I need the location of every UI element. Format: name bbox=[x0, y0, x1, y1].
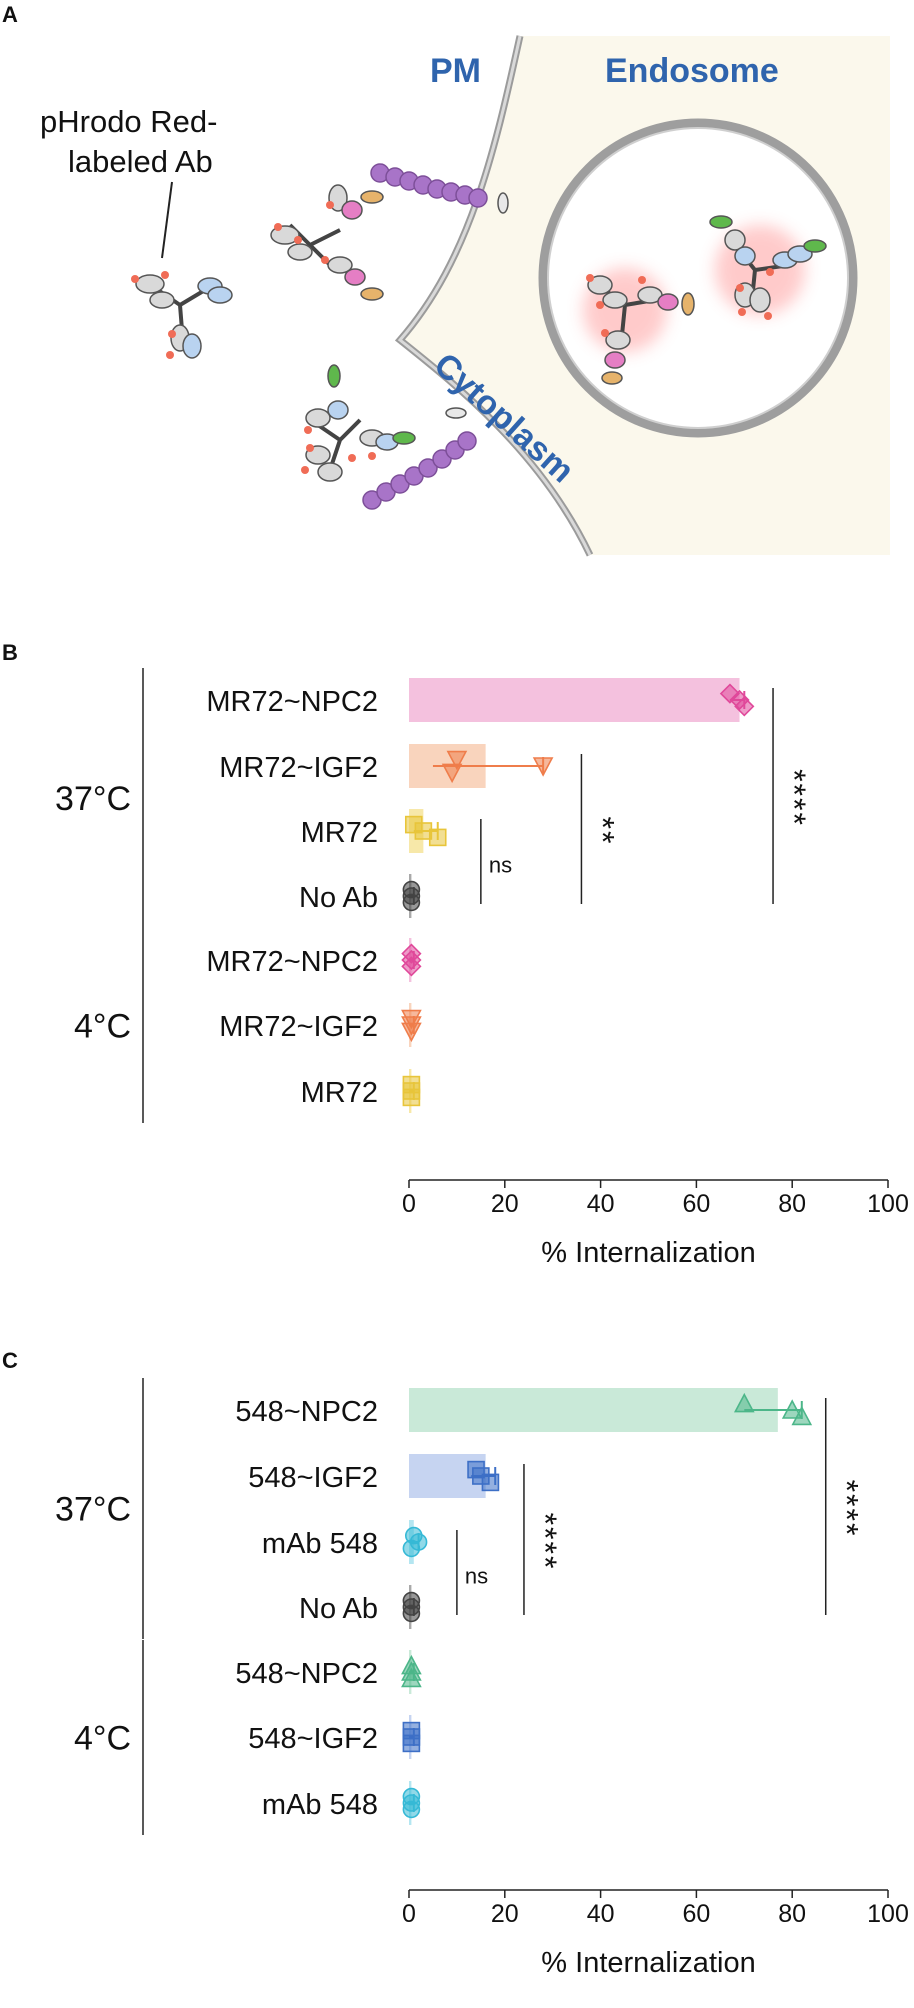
point-chartC-0-0-1 bbox=[781, 1399, 803, 1419]
ab-label-line1: pHrodo Red- bbox=[40, 104, 217, 139]
sig-label-chartC-2: **** bbox=[829, 1480, 865, 1538]
row-label-chartB-1-2: MR72 bbox=[301, 1077, 378, 1109]
group-label-chartC-0: 37°C bbox=[55, 1491, 131, 1529]
point-chartB-0-3-2 bbox=[402, 893, 421, 912]
point-chartC-0-0-2 bbox=[791, 1405, 813, 1426]
membrane-anchor-upper bbox=[497, 192, 509, 214]
row-label-chartB-1-0: MR72~NPC2 bbox=[206, 946, 378, 978]
panel-a: A PM Endosome Cytoplasm pHrodo Red- labe… bbox=[2, 2, 890, 557]
point-chartB-1-2-2 bbox=[402, 1088, 421, 1107]
x-tick-label-chartB-4: 80 bbox=[778, 1190, 806, 1218]
point-chartB-0-1-2 bbox=[441, 763, 463, 784]
x-tick-label-chartC-5: 100 bbox=[867, 1900, 909, 1928]
point-chartC-1-1-2 bbox=[402, 1734, 421, 1753]
row-label-chartC-0-3: No Ab bbox=[299, 1593, 378, 1625]
x-tick-label-chartC-3: 60 bbox=[682, 1900, 710, 1928]
point-chartC-0-2-2 bbox=[402, 1539, 421, 1558]
chart-c: 548~NPC2 548~IGF2 mAb 548 No Ab 37°C 548~NPC2… bbox=[55, 1378, 909, 1979]
x-tick-label-chartC-1: 20 bbox=[491, 1900, 519, 1928]
row-label-chartB-0-0: MR72~NPC2 bbox=[206, 686, 378, 718]
point-chartC-0-1-2 bbox=[481, 1473, 500, 1492]
point-chartC-0-0-0 bbox=[733, 1392, 755, 1413]
panel-c-letter: C bbox=[2, 1348, 18, 1373]
sig-label-chartC-1: **** bbox=[527, 1513, 563, 1571]
x-tick-label-chartB-2: 40 bbox=[587, 1190, 615, 1218]
sig-label-chartB-2: **** bbox=[776, 769, 812, 827]
row-label-chartC-1-1: 548~IGF2 bbox=[248, 1723, 378, 1755]
point-chartC-0-3-2 bbox=[402, 1604, 421, 1623]
row-label-chartC-0-0: 548~NPC2 bbox=[235, 1396, 378, 1428]
sig-label-chartC-0: ns bbox=[465, 1564, 488, 1589]
antibody-bound-lower bbox=[301, 364, 416, 482]
group-label-chartB-0: 37°C bbox=[55, 780, 131, 818]
point-chartB-0-1-0 bbox=[446, 750, 468, 771]
ab-pointer-line bbox=[161, 181, 173, 259]
row-label-chartC-1-2: mAb 548 bbox=[262, 1789, 378, 1821]
antibody-endosome-right bbox=[709, 215, 827, 320]
group-label-chartC-1: 4°C bbox=[74, 1720, 131, 1758]
x-tick-label-chartC-4: 80 bbox=[778, 1900, 806, 1928]
endosome-label: Endosome bbox=[605, 52, 779, 90]
antibody-free bbox=[131, 271, 233, 359]
point-chartC-1-0-2 bbox=[401, 1667, 422, 1688]
x-tick-label-chartB-0: 0 bbox=[402, 1190, 416, 1218]
row-label-chartB-1-1: MR72~IGF2 bbox=[219, 1011, 378, 1043]
point-chartB-1-0-2 bbox=[401, 956, 422, 977]
plasma-membrane-highlight bbox=[397, 35, 592, 556]
sig-label-chartB-0: ns bbox=[489, 853, 512, 878]
row-label-chartC-0-2: mAb 548 bbox=[262, 1528, 378, 1560]
x-axis-title-chartB: % Internalization bbox=[541, 1237, 755, 1269]
receptor-chain-lower bbox=[362, 431, 477, 510]
x-tick-label-chartC-0: 0 bbox=[402, 1900, 416, 1928]
x-axis-title-chartC: % Internalization bbox=[541, 1947, 755, 1979]
point-chartB-0-0-2 bbox=[734, 696, 755, 717]
ab-label-line2: labeled Ab bbox=[68, 144, 213, 179]
row-label-chartB-0-1: MR72~IGF2 bbox=[219, 752, 378, 784]
point-chartB-0-1-1 bbox=[532, 757, 554, 777]
point-chartB-1-1-2 bbox=[401, 1022, 422, 1043]
panel-a-letter: A bbox=[2, 2, 18, 27]
pm-label: PM bbox=[430, 52, 481, 90]
bar-chartC-0-0 bbox=[409, 1388, 778, 1432]
receptor-chain-upper bbox=[370, 163, 488, 208]
sig-label-chartB-1: ** bbox=[584, 817, 620, 846]
point-chartB-0-2-2 bbox=[428, 828, 447, 847]
row-label-chartB-0-3: No Ab bbox=[299, 882, 378, 914]
panel-b-letter: B bbox=[2, 640, 18, 665]
bar-chartB-0-0 bbox=[409, 678, 740, 722]
row-label-chartC-0-1: 548~IGF2 bbox=[248, 1462, 378, 1494]
endosome-inner-ring bbox=[547, 127, 849, 429]
x-tick-label-chartB-5: 100 bbox=[867, 1190, 909, 1218]
row-label-chartC-1-0: 548~NPC2 bbox=[235, 1658, 378, 1690]
group-label-chartB-1: 4°C bbox=[74, 1008, 131, 1046]
x-tick-label-chartB-1: 20 bbox=[491, 1190, 519, 1218]
chart-b: MR72~NPC2 MR72~IGF2 MR72 No Ab 37°C MR72~NPC2… bbox=[55, 668, 909, 1269]
point-chartC-1-2-2 bbox=[402, 1800, 421, 1819]
x-tick-label-chartC-2: 40 bbox=[587, 1900, 615, 1928]
row-label-chartB-0-2: MR72 bbox=[301, 817, 378, 849]
x-tick-label-chartB-3: 60 bbox=[682, 1190, 710, 1218]
antibody-endosome-left bbox=[583, 268, 695, 385]
antibody-bound-upper bbox=[270, 184, 384, 301]
membrane-anchor-lower bbox=[445, 407, 467, 419]
